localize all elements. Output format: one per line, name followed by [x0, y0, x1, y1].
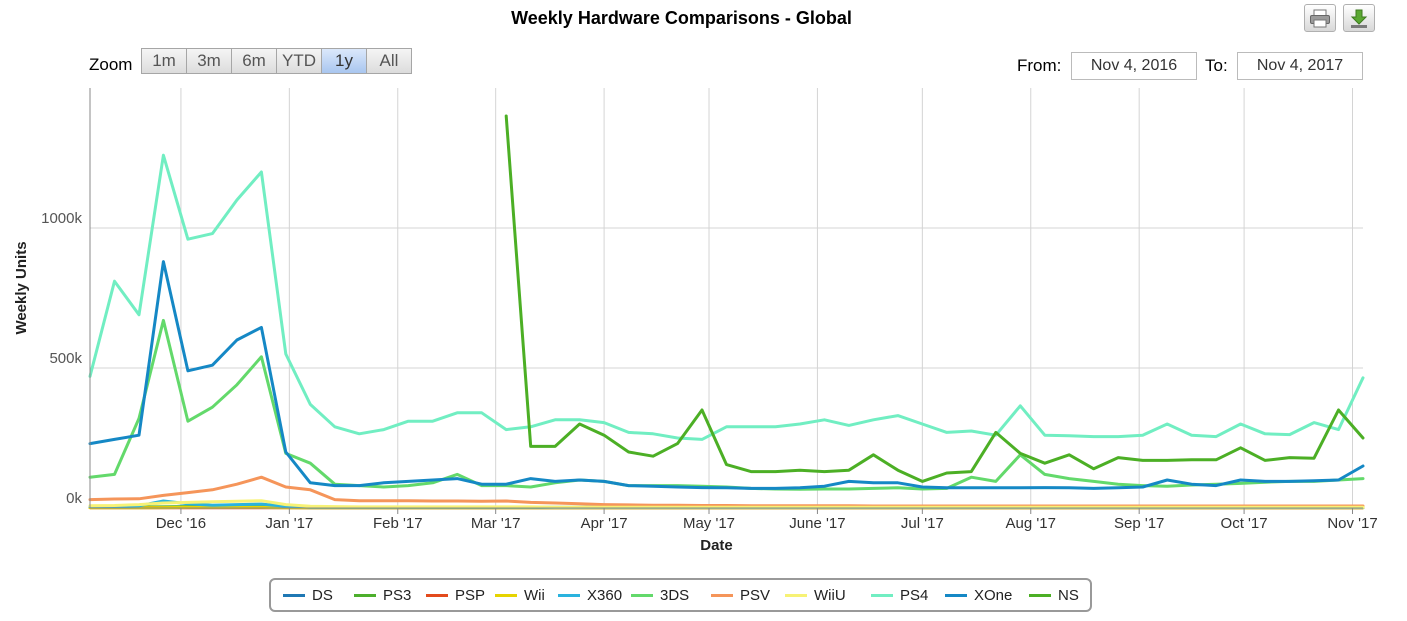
axes: Dec '16 Jan '17 Feb '17 Mar '17 Apr '17 May '…	[13, 88, 1378, 554]
legend-label: X360	[587, 586, 623, 604]
legend-label: NS	[1058, 586, 1079, 604]
legend-label: PS3	[383, 586, 412, 604]
series-line-ps4[interactable]	[88, 153, 1365, 441]
legend-item-x360[interactable]: X360	[558, 580, 622, 610]
zoom-ytd-button[interactable]: YTD	[277, 49, 322, 73]
legend-label: XOne	[974, 586, 1013, 604]
x-tick-label: Jan '17	[265, 515, 313, 532]
x-tick-label: Dec '16	[156, 515, 206, 532]
series-line-ns[interactable]	[504, 114, 1365, 483]
legend-item-ps4[interactable]: PS4	[871, 580, 928, 610]
legend-swatch	[558, 593, 580, 597]
x-tick-label: Nov '17	[1327, 515, 1377, 532]
x-tick-label: Sep '17	[1114, 515, 1164, 532]
series-line-wiiu[interactable]	[88, 499, 1365, 509]
series-lines	[88, 114, 1365, 510]
legend-item-ds[interactable]: DS	[283, 580, 333, 610]
x-tick-label: Apr '17	[581, 515, 628, 532]
x-tick-label: Jul '17	[901, 515, 944, 532]
chart-plot: Dec '16 Jan '17 Feb '17 Mar '17 Apr '17 May '…	[13, 88, 1378, 554]
legend-item-ns[interactable]: NS	[1029, 580, 1079, 610]
y-axis-title: Weekly Units	[13, 241, 30, 334]
legend-label: DS	[312, 586, 333, 604]
legend-swatch	[711, 593, 733, 597]
grid-lines	[90, 88, 1363, 508]
x-tick-label: Mar '17	[471, 515, 521, 532]
to-date-input[interactable]: Nov 4, 2017	[1237, 52, 1363, 80]
x-tick-label: May '17	[683, 515, 735, 532]
legend-swatch	[354, 593, 376, 597]
legend-swatch	[871, 593, 893, 597]
zoom-3m-button[interactable]: 3m	[187, 49, 232, 73]
download-button[interactable]	[1343, 4, 1375, 32]
legend-item-wiiu[interactable]: WiiU	[785, 580, 846, 610]
legend-swatch	[426, 593, 448, 597]
legend-item-3ds[interactable]: 3DS	[631, 580, 689, 610]
legend-label: PS4	[900, 586, 929, 604]
legend-item-psv[interactable]: PSV	[711, 580, 770, 610]
legend-item-xone[interactable]: XOne	[945, 580, 1012, 610]
legend-item-wii[interactable]: Wii	[495, 580, 545, 610]
y-tick-label: 500k	[49, 350, 82, 367]
y-tick-label: 0k	[66, 490, 82, 507]
legend-item-psp[interactable]: PSP	[426, 580, 485, 610]
zoom-6m-button[interactable]: 6m	[232, 49, 277, 73]
chart-title: Weekly Hardware Comparisons - Global	[511, 8, 852, 28]
chart-legend: DS PS3 PSP Wii X360 3DS PSV WiiU PS4 XOne NS	[269, 578, 1092, 612]
download-icon	[1350, 9, 1368, 28]
series-line-xone[interactable]	[88, 260, 1365, 490]
x-tick-label: June '17	[789, 515, 845, 532]
printer-icon	[1310, 9, 1330, 28]
zoom-button-group: 1m 3m 6m YTD 1y All	[141, 48, 412, 74]
zoom-1y-button[interactable]: 1y	[322, 49, 367, 73]
x-axis-title: Date	[700, 537, 733, 554]
legend-item-ps3[interactable]: PS3	[354, 580, 411, 610]
zoom-all-button[interactable]: All	[367, 49, 411, 73]
legend-label: 3DS	[660, 586, 690, 604]
x-tick-label: Aug '17	[1006, 515, 1056, 532]
legend-swatch	[945, 593, 967, 597]
from-date-input[interactable]: Nov 4, 2016	[1071, 52, 1197, 80]
legend-label: WiiU	[814, 586, 846, 604]
print-button[interactable]	[1304, 4, 1336, 32]
legend-swatch	[1029, 593, 1051, 597]
x-tick-label: Feb '17	[373, 515, 423, 532]
legend-label: PSP	[455, 586, 486, 604]
legend-label: Wii	[524, 586, 545, 604]
from-label: From:	[1017, 56, 1062, 75]
legend-swatch	[495, 593, 517, 597]
legend-swatch	[283, 593, 305, 597]
to-label: To:	[1205, 56, 1228, 75]
zoom-label: Zoom	[89, 55, 133, 74]
y-tick-label: 1000k	[41, 210, 82, 227]
zoom-1m-button[interactable]: 1m	[142, 49, 187, 73]
x-tick-label: Oct '17	[1221, 515, 1268, 532]
legend-swatch	[785, 593, 807, 597]
legend-swatch	[631, 593, 653, 597]
legend-label: PSV	[740, 586, 771, 604]
